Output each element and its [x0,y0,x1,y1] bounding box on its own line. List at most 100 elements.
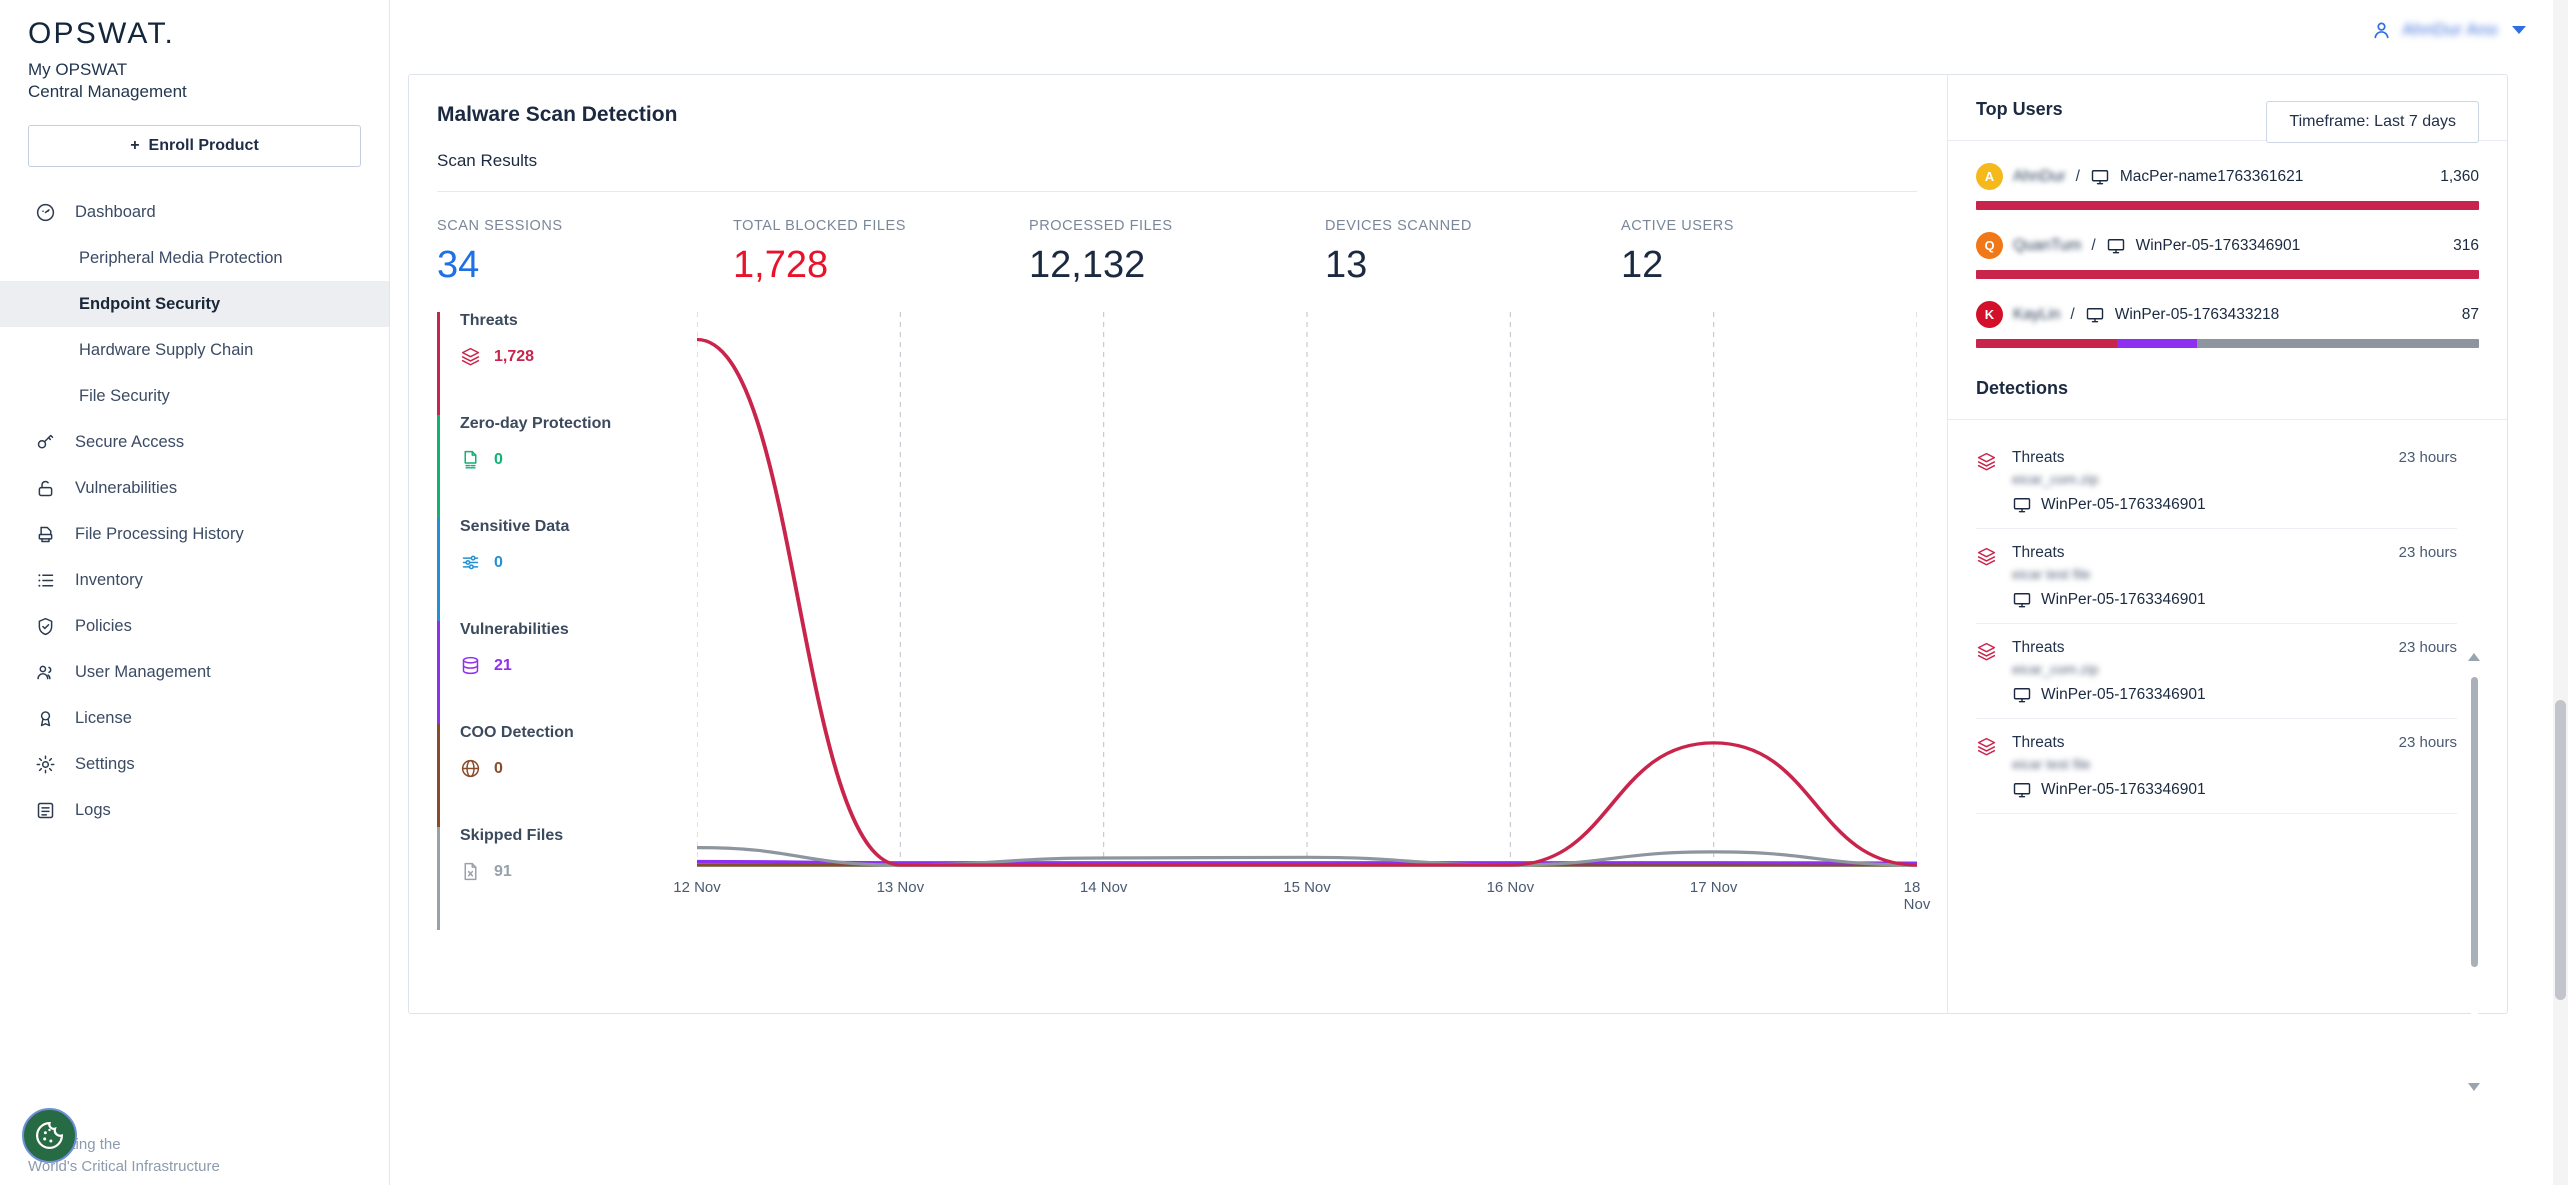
detection-row[interactable]: Threats 23 hours eicar_com.zip WinPer-05-17… [1976,624,2457,719]
top-user-row[interactable]: Q QuanTum / WinPer-05-1763346901 316 [1976,232,2479,279]
detection-description: eicar_com.zip [2012,661,2099,677]
top-user-name: AhnDur [2013,167,2066,185]
scroll-down-icon[interactable] [2468,1083,2480,1091]
scroll-up-icon[interactable] [2468,653,2480,661]
usage-bar-segment [1976,270,2479,279]
top-user-device: WinPer-05-1763433218 [2114,305,2280,323]
sidebar-item-label: Endpoint Security [79,294,221,313]
sidebar-item-license[interactable]: License [0,695,389,741]
sidebar-item-hardware-supply-chain[interactable]: Hardware Supply Chain [0,327,389,373]
sidebar-nav: Dashboard Peripheral Media Protection Endp… [0,189,389,833]
category-sensitive-data[interactable]: Sensitive Data 0 [437,518,697,621]
detection-time: 23 hours [2398,639,2457,656]
detection-row[interactable]: Threats 23 hours eicar test file WinPer-05-… [1976,719,2457,814]
detections-scrollbar[interactable] [2468,653,2480,1091]
usage-bar-segment [1976,339,2117,348]
detection-header: Threats 23 hours [2012,544,2457,562]
category-value-row: 21 [460,655,697,676]
monitor-icon [2091,169,2109,184]
separator: / [2091,236,2096,254]
x-axis-tick: 13 Nov [876,879,925,896]
file-print-icon [38,526,52,543]
file-scan-icon [464,450,477,469]
category-value-row: 91 [460,861,697,882]
top-user-row[interactable]: A AhnDur / MacPer-name1763361621 1,360 [1976,163,2479,210]
sidebar-item-user-management[interactable]: User Management [0,649,389,695]
layers-icon [1977,452,1996,471]
layers-icon [1976,449,1998,515]
divider [1948,419,2507,420]
top-user-usage-bar [1976,270,2479,279]
category-skipped-files[interactable]: Skipped Files 91 [437,827,697,930]
detection-header: Threats 23 hours [2012,639,2457,657]
user-menu[interactable]: AhnDur Ano [2370,19,2526,42]
layers-icon [461,347,480,366]
chevron-down-icon[interactable] [2512,26,2526,34]
sidebar-item-label: User Management [75,662,211,681]
sidebar-item-label: Policies [75,616,132,635]
brand-block: OPSWAT. My OPSWAT Central Management [0,0,389,103]
detection-row[interactable]: Threats 23 hours eicar test file WinPer-05-… [1976,529,2457,624]
sidebar-item-label: Settings [75,754,135,773]
category-vulnerabilities[interactable]: Vulnerabilities 21 [437,621,697,724]
layers-icon [1976,639,1998,705]
detection-row[interactable]: Threats 23 hours eicar_com.zip WinPer-05-17… [1976,434,2457,529]
sidebar-item-dashboard[interactable]: Dashboard [0,189,389,235]
sidebar-item-settings[interactable]: Settings [0,741,389,787]
sidebar-item-peripheral-media-protection[interactable]: Peripheral Media Protection [0,235,389,281]
sidebar-item-inventory[interactable]: Inventory [0,557,389,603]
opswat-logo: OPSWAT. [28,17,176,50]
category-coo-detection[interactable]: COO Detection 0 [437,724,697,827]
detection-device: WinPer-05-1763346901 [2041,591,2206,608]
scrollbar-thumb[interactable] [2471,677,2478,967]
main-content: AhnDur Ano Malware Scan Detection Scan R… [390,0,2568,1185]
monitor-icon [2012,685,2032,705]
detection-device-row: WinPer-05-1763346901 [2012,685,2457,705]
sidebar-item-file-processing-history[interactable]: File Processing History [0,511,389,557]
kpi-row: SCAN SESSIONS 34 TOTAL BLOCKED FILES 1,728 P… [437,218,1947,284]
layers-icon [1977,547,1996,566]
sidebar-item-logs[interactable]: Logs [0,787,389,833]
detections-heading: Detections [1976,378,2069,398]
detection-body: Threats 23 hours eicar_com.zip WinPer-05-17… [2012,639,2457,705]
file-x-icon [464,862,477,881]
top-user-device: WinPer-05-1763346901 [2135,236,2301,254]
detection-body: Threats 23 hours eicar test file WinPer-05-… [2012,734,2457,800]
list-icon [37,574,53,587]
top-user-name: KayLin [2013,305,2061,323]
page-scrollbar[interactable] [2553,0,2568,1185]
monitor-icon [2085,305,2105,325]
sidebar-item-policies[interactable]: Policies [0,603,389,649]
layers-icon [1976,544,1998,610]
detection-device: WinPer-05-1763346901 [2041,496,2206,513]
enroll-product-button[interactable]: + Enroll Product [28,125,361,168]
page-scrollbar-thumb[interactable] [2555,700,2566,1000]
top-user-count: 87 [2461,305,2479,323]
category-zero-day-protection[interactable]: Zero-day Protection 0 [437,415,697,518]
right-rail: Top Users A AhnDur / MacPer-name1763361621 1… [1947,75,2507,1091]
user-icon [2374,22,2389,38]
detection-time: 23 hours [2398,734,2457,751]
unlock-icon [38,480,52,497]
enroll-product-label: Enroll Product [148,137,259,155]
divider [437,191,1917,192]
timeframe-selector[interactable]: Timeframe: Last 7 days [2266,101,2479,143]
sidebar-item-file-security[interactable]: File Security [0,373,389,419]
category-value-row: 0 [460,758,697,779]
footer-tagline-line2: World's Critical Infrastructure [28,1157,220,1175]
sidebar-item-vulnerabilities[interactable]: Vulnerabilities [0,465,389,511]
layers-icon [1977,737,1996,756]
sidebar-item-endpoint-security[interactable]: Endpoint Security [0,281,389,328]
detection-title: Threats [2012,639,2065,656]
scan-results-label: Scan Results [437,151,538,170]
sidebar: OPSWAT. My OPSWAT Central Management + E… [0,0,390,1185]
kpi-scan-sessions: SCAN SESSIONS 34 [437,218,733,284]
category-threats[interactable]: Threats 1,728 [437,312,697,415]
cookie-consent-icon[interactable] [22,1108,77,1163]
top-user-row[interactable]: K KayLin / WinPer-05-1763433218 87 [1976,301,2479,348]
kpi-value: 1,728 [733,244,829,286]
category-name: Vulnerabilities [460,621,569,638]
monitor-icon [2106,236,2126,256]
sidebar-item-secure-access[interactable]: Secure Access [0,419,389,465]
users-icon [33,660,57,684]
